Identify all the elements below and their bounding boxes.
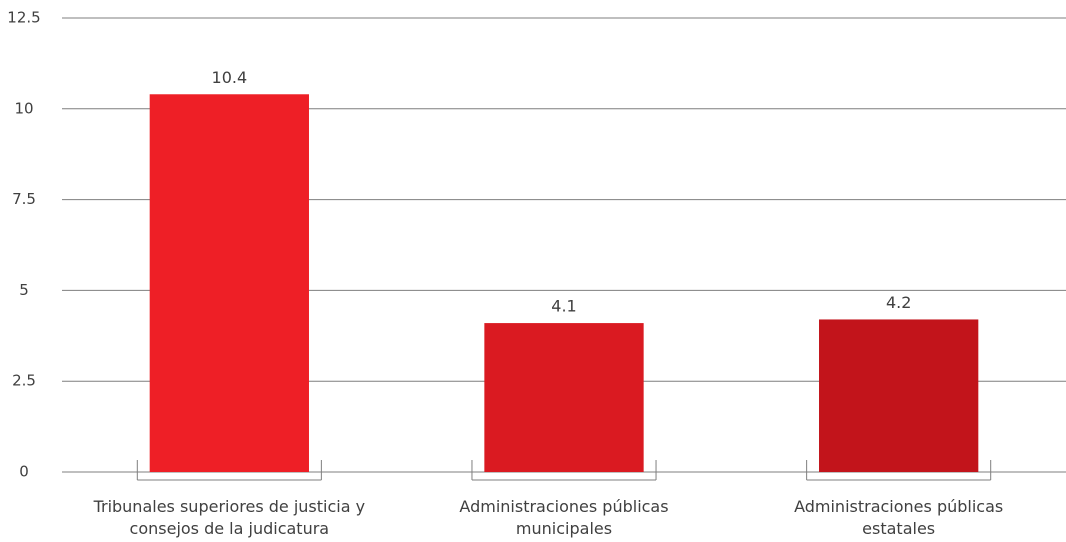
x-tick-label-line: Administraciones públicas — [459, 497, 668, 516]
x-tick-label: Tribunales superiores de justicia y conse… — [93, 497, 366, 542]
y-tick-label: 0 — [19, 463, 29, 481]
y-tick-label: 10 — [14, 99, 33, 117]
x-tick-label-line: estatales — [862, 519, 935, 538]
value-label: 4.1 — [551, 297, 576, 316]
x-tick-label-line: Tribunales superiores de justicia y — [93, 497, 366, 516]
value-label: 4.2 — [886, 293, 911, 312]
x-tick-label: Administraciones públicas estatales — [794, 497, 1003, 538]
x-tick-label: Administraciones públicas municipales — [459, 497, 668, 538]
bar — [819, 319, 979, 472]
y-tick-label: 2.5 — [12, 372, 36, 390]
y-tick-label: 7.5 — [12, 190, 36, 208]
x-tick-label-line: consejos de la judicatura — [130, 519, 330, 538]
x-tick-label-line: Administraciones públicas — [794, 497, 1003, 516]
value-label: 10.4 — [212, 68, 248, 87]
x-tick-label-line: municipales — [516, 519, 612, 538]
y-tick-label: 12.5 — [7, 9, 40, 27]
y-tick-label: 5 — [19, 281, 29, 299]
x-tick-label-line: estatales — [193, 541, 266, 542]
bar — [149, 94, 309, 472]
bar — [484, 323, 644, 472]
